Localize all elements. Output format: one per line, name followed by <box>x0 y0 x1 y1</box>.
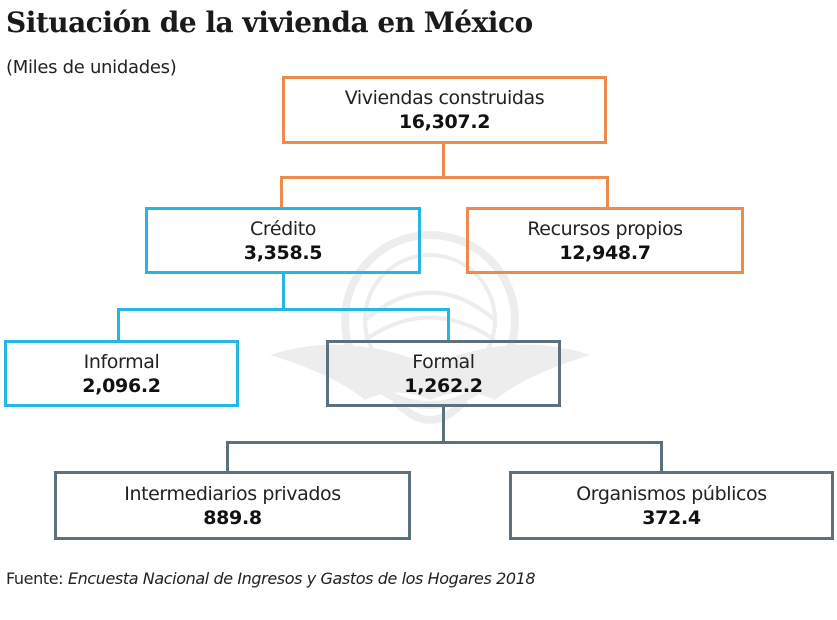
node-label: Informal <box>83 350 160 373</box>
source-note: Fuente: Encuesta Nacional de Ingresos y … <box>6 569 536 588</box>
node-label: Crédito <box>250 217 316 240</box>
node-informal: Informal 2,096.2 <box>4 340 239 407</box>
node-label: Intermediarios privados <box>124 482 341 505</box>
connector-root-horizontal <box>280 176 609 179</box>
chart-subtitle-units: (Miles de unidades) <box>6 57 177 78</box>
connector-to-informal <box>117 308 120 342</box>
node-label: Viviendas construidas <box>344 87 545 109</box>
connector-credito-vertical <box>282 273 285 311</box>
node-recursos-propios: Recursos propios 12,948.7 <box>466 207 744 274</box>
connector-formal-vertical <box>442 406 445 444</box>
connector-to-formal <box>447 308 450 342</box>
node-label: Formal <box>412 350 475 373</box>
connector-formal-horizontal <box>226 441 663 444</box>
node-value: 12,948.7 <box>559 241 651 264</box>
source-prefix: Fuente: <box>6 569 68 588</box>
node-viviendas-construidas: Viviendas construidas 16,307.2 <box>282 76 607 144</box>
node-intermediarios-privados: Intermediarios privados 889.8 <box>54 471 411 540</box>
connector-to-recursos <box>606 176 609 209</box>
node-value: 372.4 <box>642 506 701 529</box>
connector-credito-horizontal <box>117 308 450 311</box>
connector-to-publicos <box>660 441 663 473</box>
connector-to-credito <box>280 176 283 209</box>
node-label: Recursos propios <box>527 217 683 240</box>
chart-title: Situación de la vivienda en México <box>6 6 533 39</box>
node-credito: Crédito 3,358.5 <box>145 207 421 274</box>
node-value: 2,096.2 <box>82 374 161 397</box>
node-label: Organismos públicos <box>576 482 767 505</box>
node-value: 889.8 <box>203 506 262 529</box>
connector-to-privados <box>226 441 229 473</box>
node-value: 3,358.5 <box>243 241 323 264</box>
connector-root-vertical <box>442 143 445 179</box>
node-value: 16,307.2 <box>398 111 491 133</box>
node-value: 1,262.2 <box>404 374 483 397</box>
node-formal: Formal 1,262.2 <box>326 340 561 407</box>
source-name: Encuesta Nacional de Ingresos y Gastos d… <box>67 569 536 588</box>
node-organismos-publicos: Organismos públicos 372.4 <box>509 471 834 540</box>
